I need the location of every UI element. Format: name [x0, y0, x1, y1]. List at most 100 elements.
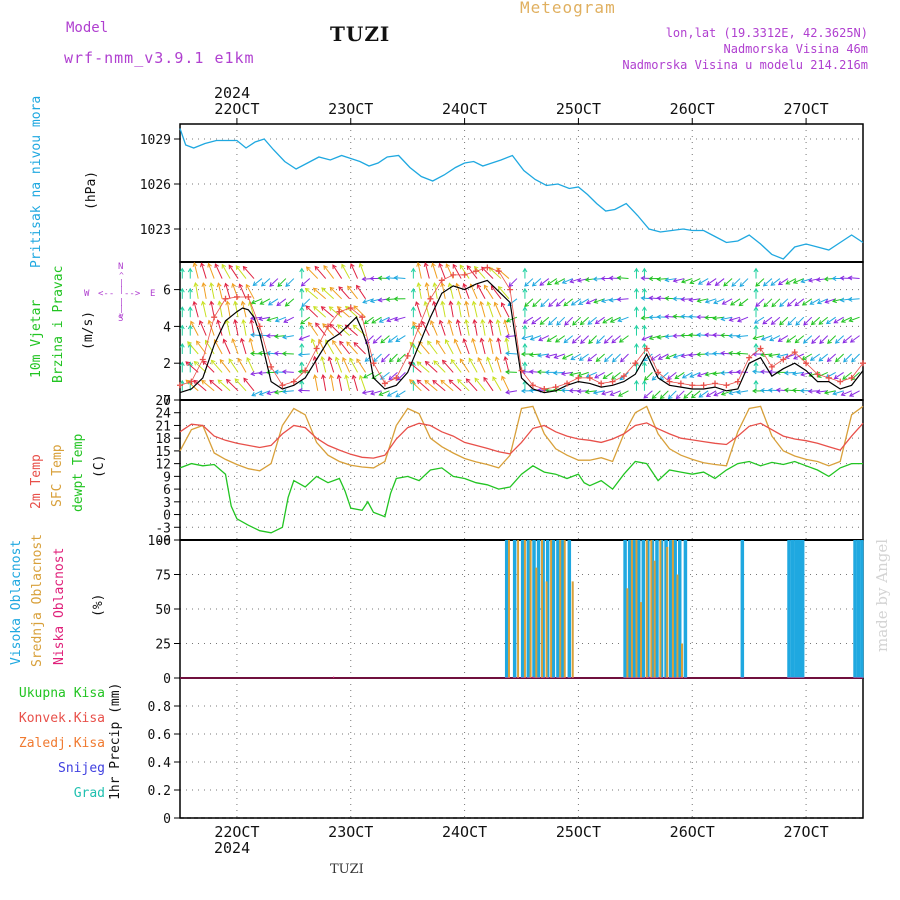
- wind-arrow-head: [488, 337, 493, 343]
- wind-arrow: [848, 277, 860, 280]
- wind-arrow: [505, 352, 517, 355]
- wind-arrow: [833, 390, 844, 395]
- wind-arrow: [209, 380, 223, 392]
- wind-arrow: [345, 375, 351, 391]
- wind-arrow-head: [200, 300, 206, 306]
- y-tick-label: 0.6: [148, 728, 171, 743]
- wind-arrow: [306, 266, 319, 279]
- wind-arrow-head: [522, 343, 528, 348]
- wind-arrow-head: [834, 339, 840, 344]
- wind-arrow-head: [592, 390, 598, 395]
- wind-arrow: [426, 282, 430, 299]
- wind-arrow: [587, 316, 597, 325]
- wind-arrow: [472, 301, 478, 318]
- wind-arrow-head: [522, 287, 528, 293]
- wind-arrow-head: [505, 369, 510, 375]
- wind-arrow: [835, 335, 844, 344]
- cloud-bar: [540, 540, 543, 678]
- wind-arrow: [219, 359, 231, 373]
- wind-arrow-head: [794, 338, 800, 344]
- wind-arrow: [424, 301, 430, 318]
- wind-arrow-head: [799, 388, 805, 394]
- wind-arrow: [524, 278, 534, 287]
- wind-arrow-head: [849, 338, 855, 343]
- wind-arrow-head: [216, 282, 222, 288]
- wind-arrow-head: [721, 300, 727, 305]
- wind-arrow: [487, 301, 494, 318]
- wind-arrow-head: [219, 359, 225, 364]
- wind-arrow: [261, 278, 271, 287]
- wind-vector-field: [179, 261, 860, 400]
- wind-arrow: [665, 353, 677, 359]
- wind-arrow: [465, 378, 478, 392]
- wind-arrow: [314, 356, 319, 373]
- wind-arrow-head: [258, 391, 264, 396]
- wind-arrow: [819, 335, 829, 344]
- wind-arrow-head: [501, 375, 506, 381]
- wind-arrow-head: [393, 275, 399, 281]
- wind-arrow-head: [193, 282, 199, 287]
- wind-arrow: [824, 390, 836, 394]
- wind-arrow: [562, 278, 573, 284]
- wind-arrow-head: [753, 361, 759, 367]
- wind-arrow: [538, 335, 550, 341]
- wind-arrow: [226, 379, 239, 392]
- cloud-bar: [333, 676, 335, 678]
- wind-arrow: [580, 316, 589, 325]
- wind-arrow-head: [474, 377, 480, 383]
- model-elevation-label: Nadmorska Visina u modelu 214.216m: [622, 58, 868, 72]
- wind-arrow-head: [416, 282, 422, 287]
- wind-arrow: [601, 390, 613, 395]
- wind-arrow-head: [479, 300, 484, 306]
- wind-arrow-head: [207, 262, 212, 268]
- wind-arrow-head: [468, 357, 474, 363]
- wind-arrow-head: [762, 319, 768, 325]
- y-tick-label: 27: [155, 394, 171, 409]
- wind-arrow-head: [522, 267, 528, 273]
- wind-arrow-head: [786, 302, 792, 307]
- wind-arrow-head: [674, 374, 680, 380]
- wind-arrow-head: [312, 374, 318, 379]
- wind-arrow: [571, 298, 581, 306]
- compass-n: N: [118, 262, 124, 272]
- wind-arrow: [415, 301, 422, 318]
- wind-arrow: [345, 306, 358, 318]
- wind-arrow-head: [339, 340, 344, 346]
- wind-arrow-head: [737, 317, 742, 323]
- wind-arrow-head: [472, 318, 478, 324]
- wind-arrow-head: [214, 263, 219, 269]
- cloud-bar: [559, 540, 562, 678]
- wind-arrow-head: [594, 374, 600, 379]
- wind-arrow-head: [299, 306, 305, 311]
- wind-arrow: [667, 372, 677, 380]
- wind-arrow: [332, 340, 343, 355]
- wind-arrow-head: [522, 319, 528, 324]
- wind-arrow-head: [800, 371, 806, 377]
- wind-arrow-head: [540, 302, 546, 308]
- wind-arrow-head: [352, 324, 358, 330]
- wind-arrow: [457, 379, 470, 392]
- wind-arrow-head: [250, 332, 255, 338]
- wind-arrow-head: [430, 320, 435, 325]
- wind-arrow-head: [300, 281, 306, 287]
- wind-arrow-head: [386, 317, 392, 323]
- wind-arrow-head: [464, 318, 470, 324]
- wind-arrow: [754, 316, 765, 324]
- wind-arrow-head: [312, 287, 318, 293]
- wind-arrow: [816, 390, 828, 393]
- wind-arrow-head: [320, 306, 326, 311]
- wind-arrow: [697, 371, 709, 377]
- wind-arrow-head: [753, 267, 759, 273]
- wind-arrow-head: [731, 282, 737, 287]
- x-tick-label-bottom: 27OCT: [784, 823, 829, 841]
- wind-arrow-head: [696, 332, 702, 338]
- wind-arrow: [731, 278, 741, 287]
- wind-arrow: [540, 316, 550, 325]
- wind-arrow-head: [672, 314, 678, 320]
- wind-arrow-head: [393, 316, 399, 322]
- cloud-bar: [517, 540, 520, 678]
- wind-arrow-head: [281, 351, 287, 357]
- wind-arrow: [416, 379, 430, 392]
- wind-arrow-head: [459, 264, 465, 270]
- wind-arrow: [556, 316, 566, 326]
